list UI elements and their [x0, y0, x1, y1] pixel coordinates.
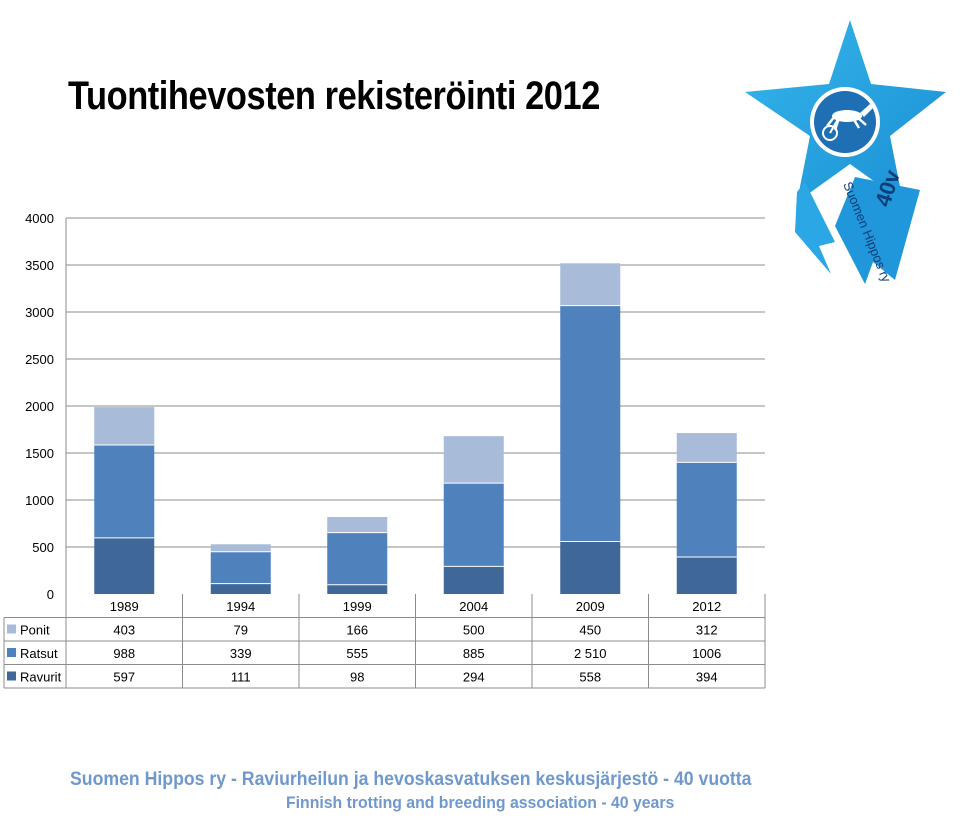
- data-label-ponit-2012: 312: [696, 623, 718, 638]
- y-tick-label-3000: 3000: [25, 305, 54, 320]
- y-tick-label-4000: 4000: [25, 211, 54, 226]
- bar-ravurit-2004: [443, 566, 504, 594]
- data-label-ravurit-1994: 111: [231, 670, 251, 685]
- logo-disc: [814, 91, 876, 153]
- data-label-ratsut-1994: 339: [230, 646, 252, 661]
- bar-ponit-2009: [560, 263, 621, 306]
- bar-ratsut-1989: [94, 445, 155, 538]
- bar-ravurit-1994: [210, 583, 271, 594]
- bar-ratsut-1999: [327, 532, 388, 585]
- gridlines: [65, 217, 765, 594]
- x-category-label-1989: 1989: [110, 599, 139, 614]
- trotter-horse-icon: [822, 104, 873, 141]
- y-tick-label-3500: 3500: [25, 258, 54, 273]
- bar-ponit-1989: [94, 407, 155, 446]
- data-label-ratsut-2004: 885: [463, 646, 485, 661]
- y-tick-label-0: 0: [47, 587, 54, 602]
- bar-ratsut-2009: [560, 305, 621, 542]
- chart-title: Tuontihevosten rekisteröinti 2012: [68, 74, 600, 118]
- data-label-ravurit-2012: 394: [696, 670, 718, 685]
- data-label-ravurit-2004: 294: [463, 670, 485, 685]
- bar-ratsut-1994: [210, 551, 271, 584]
- legend-key-ratsut: [7, 648, 16, 657]
- data-label-ravurit-1999: 98: [350, 670, 364, 685]
- data-label-ratsut-2009: 2 510: [574, 646, 607, 661]
- data-label-ratsut-1989: 988: [113, 646, 135, 661]
- bar-ponit-2012: [676, 433, 737, 463]
- data-label-ponit-2009: 450: [579, 623, 601, 638]
- data-label-ponit-1999: 166: [346, 623, 368, 638]
- x-category-label-2012: 2012: [692, 599, 721, 614]
- legend-key-ponit: [7, 624, 16, 634]
- bar-ponit-1994: [210, 544, 271, 552]
- y-axis-tick-labels: 0 500 1000 1500 2000 2500 3000 3500 4000: [25, 211, 54, 602]
- y-tick-label-2000: 2000: [25, 399, 54, 414]
- legend-label-ravurit: Ravurit: [20, 670, 62, 685]
- data-label-ponit-1994: 79: [234, 623, 248, 638]
- x-category-label-2009: 2009: [576, 599, 605, 614]
- data-label-ravurit-1989: 597: [113, 670, 135, 685]
- data-table: 1989 1994 1999 2004 2009 2012 Ponit 403 79 166 500…: [3, 594, 766, 689]
- bar-ravurit-2012: [676, 556, 737, 594]
- y-tick-label-1500: 1500: [25, 446, 54, 461]
- y-tick-label-500: 500: [32, 540, 54, 555]
- bar-ravurit-1999: [327, 584, 388, 594]
- bar-ponit-1999: [327, 517, 388, 533]
- legend-label-ratsut: Ratsut: [20, 646, 58, 661]
- y-tick-label-2500: 2500: [25, 352, 54, 367]
- footer-finnish: Suomen Hippos ry - Raviurheilun ja hevos…: [70, 769, 752, 790]
- data-label-ratsut-2012: 1006: [692, 646, 721, 661]
- x-category-label-1994: 1994: [226, 599, 255, 614]
- bar-ratsut-2012: [676, 462, 737, 557]
- ribbon-left: [795, 182, 835, 274]
- x-category-label-1999: 1999: [343, 599, 372, 614]
- data-label-ratsut-1999: 555: [346, 646, 368, 661]
- ribbon-right: [835, 177, 920, 284]
- data-label-ponit-2004: 500: [463, 623, 485, 638]
- x-category-label-2004: 2004: [459, 599, 488, 614]
- bar-ponit-2004: [443, 436, 504, 484]
- bar-ratsut-2004: [443, 483, 504, 567]
- bar-ravurit-2009: [560, 541, 621, 594]
- bars: [94, 263, 737, 594]
- hippos-40-star-logo: Suomen Hippos ry 40v: [745, 20, 946, 285]
- y-tick-label-1000: 1000: [25, 493, 54, 508]
- legend-label-ponit: Ponit: [20, 623, 50, 638]
- bar-ravurit-1989: [94, 537, 155, 594]
- data-label-ravurit-2009: 558: [579, 670, 601, 685]
- footer-english: Finnish trotting and breeding associatio…: [286, 793, 675, 812]
- data-label-ponit-1989: 403: [113, 623, 135, 638]
- legend-key-ravurit: [7, 671, 16, 681]
